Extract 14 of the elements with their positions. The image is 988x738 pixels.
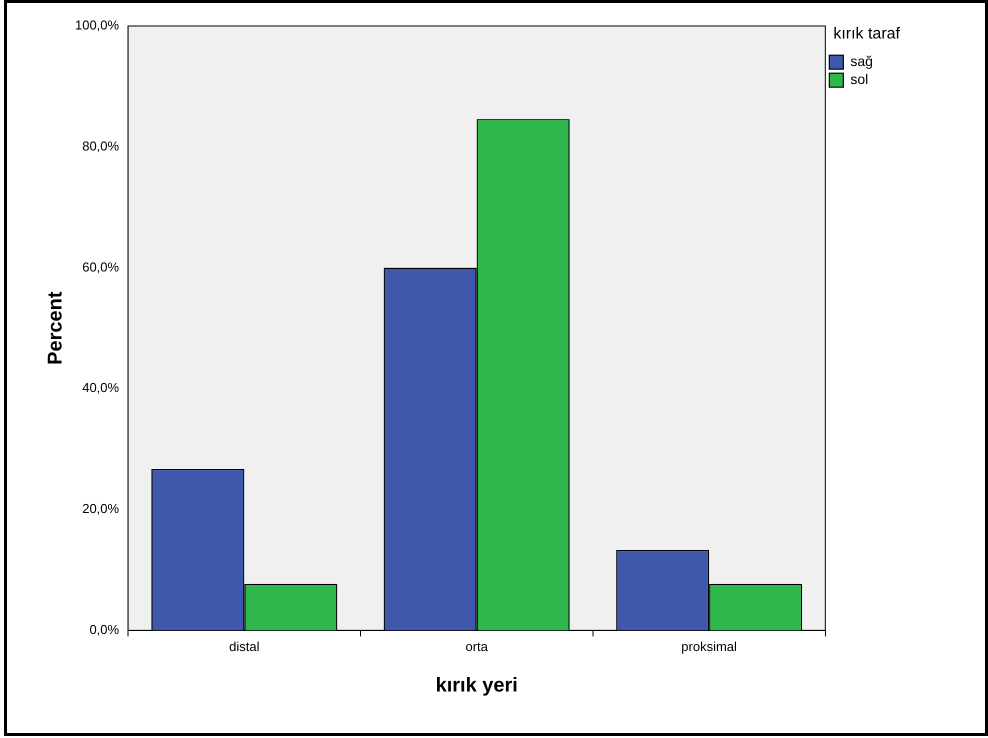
y-tick-label: 0,0% bbox=[89, 622, 120, 637]
legend-label: sol bbox=[850, 71, 868, 88]
x-tick-label: proksimal bbox=[681, 638, 738, 654]
y-tick-label: 20,0% bbox=[82, 501, 120, 516]
legend-title: kırık taraf bbox=[833, 25, 901, 42]
y-tick-label: 60,0% bbox=[82, 259, 120, 274]
y-tick-label: 100,0% bbox=[74, 18, 120, 33]
x-tick-label: distal bbox=[229, 638, 260, 654]
y-axis-title: Percent bbox=[44, 291, 67, 365]
y-tick-label: 40,0% bbox=[82, 380, 120, 396]
y-tick-label: 80,0% bbox=[82, 138, 120, 154]
legend-label: sağ bbox=[850, 53, 873, 70]
x-axis-title: kırık yeri bbox=[436, 674, 518, 697]
x-tick-label: orta bbox=[466, 638, 489, 654]
